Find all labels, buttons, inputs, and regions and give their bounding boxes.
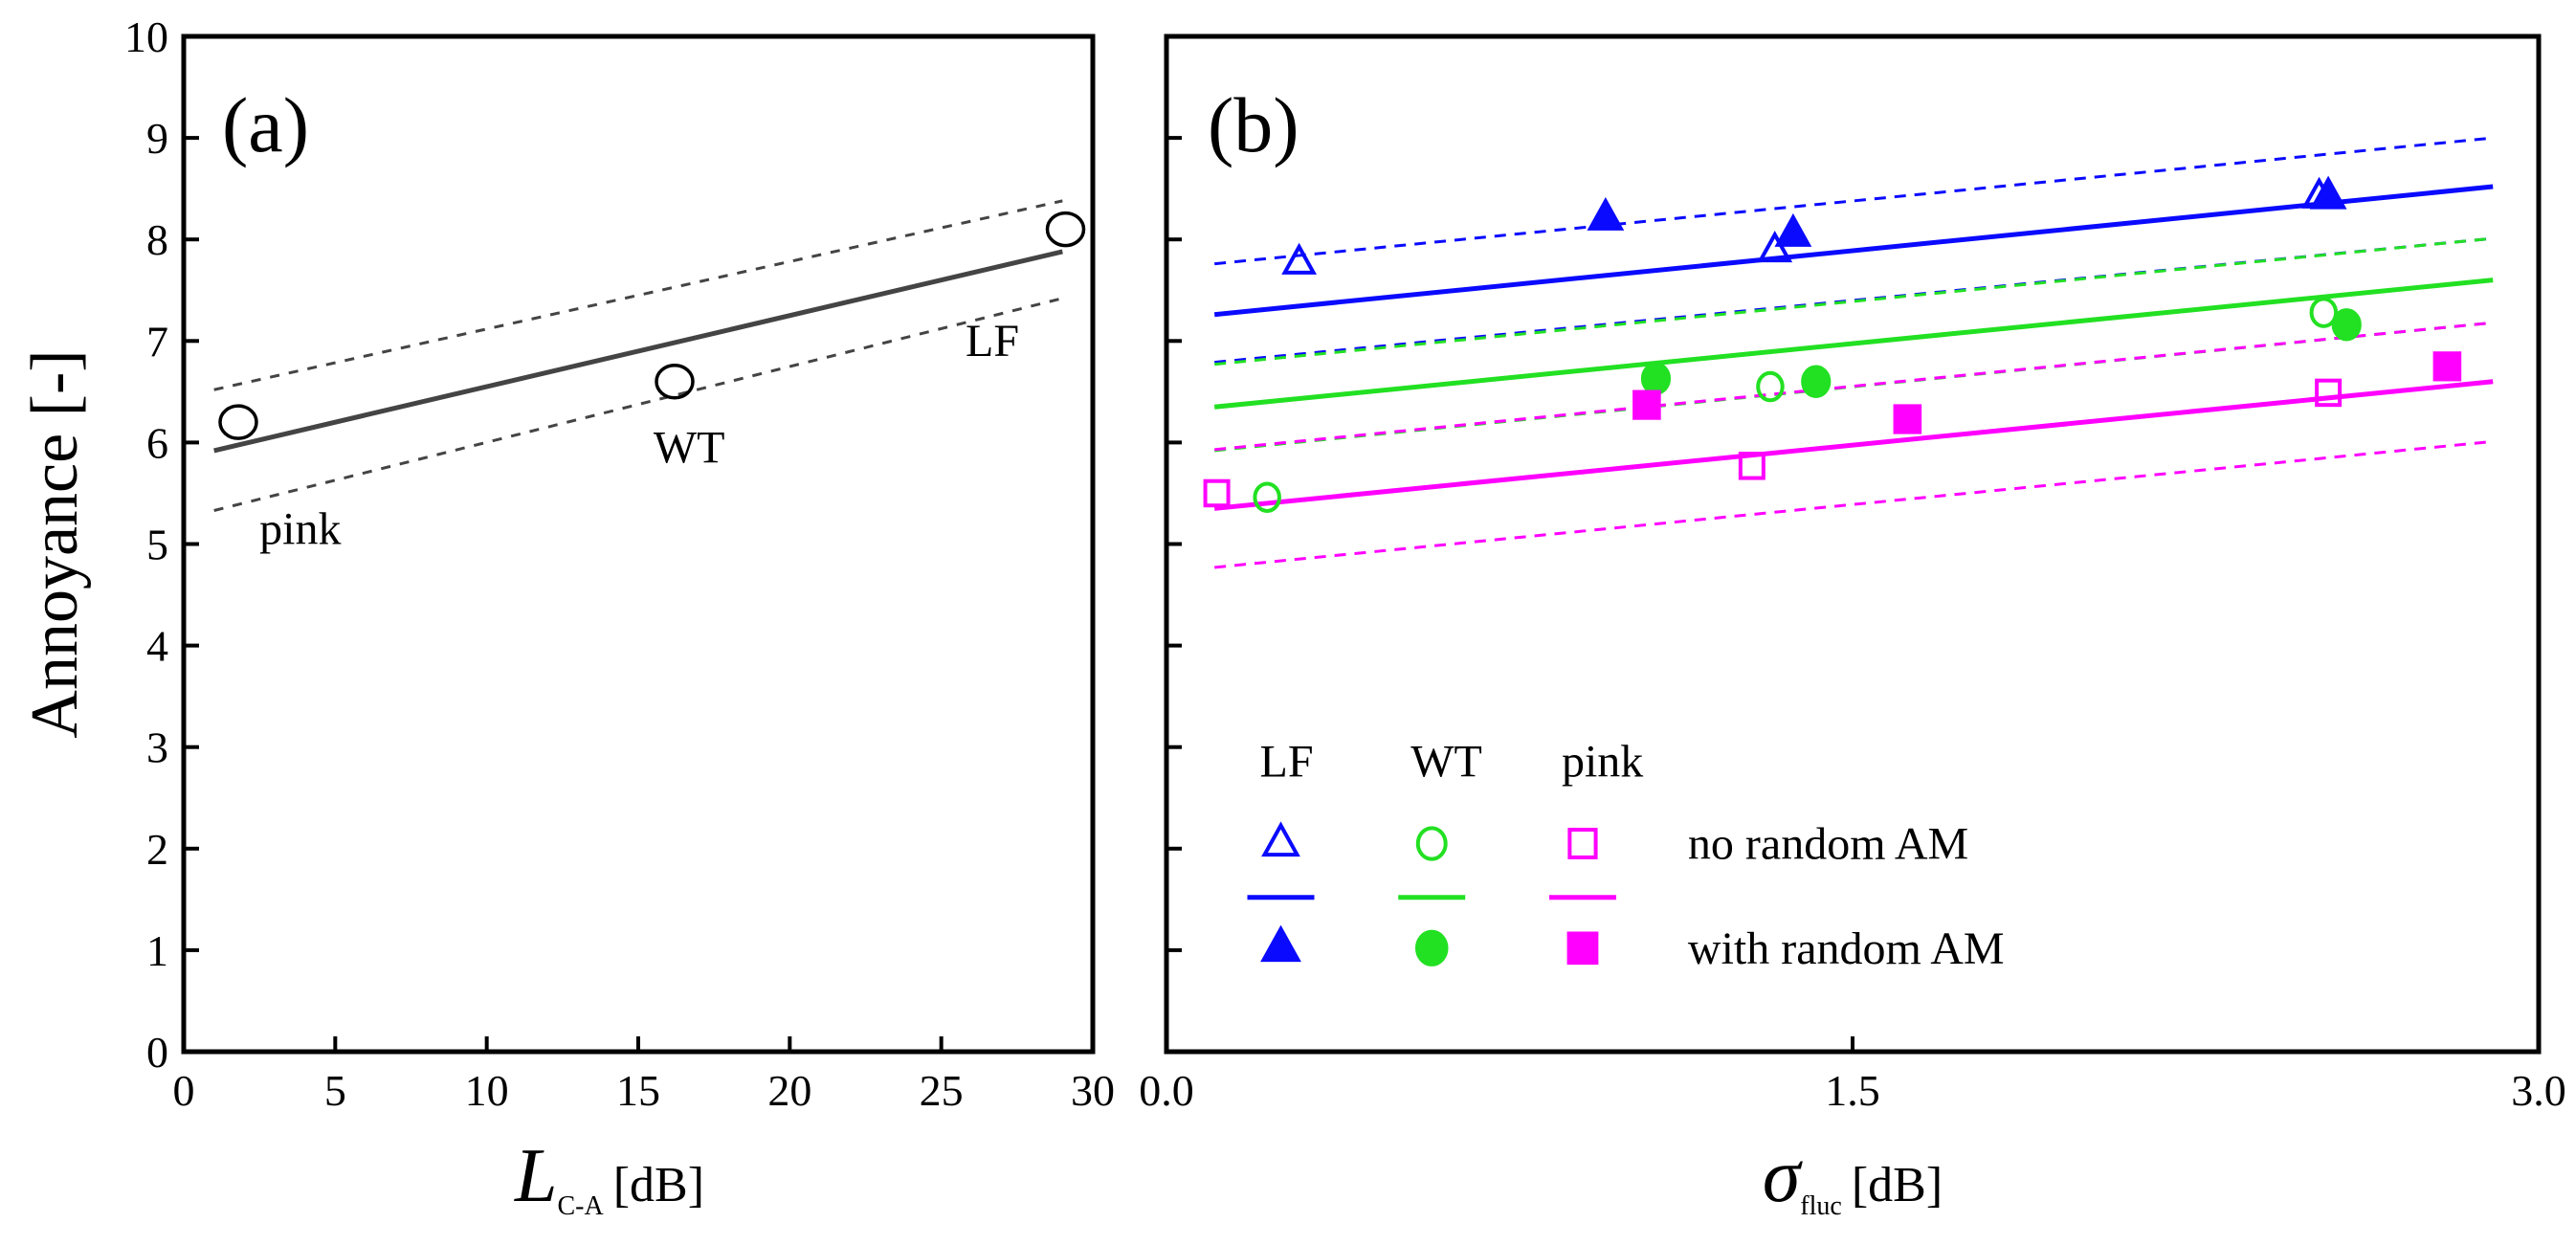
x-axis-title-unit: [dB] xyxy=(1852,1158,1943,1212)
wt-with-random-am-point xyxy=(2331,308,2362,342)
lf-with-random-am-point xyxy=(1774,212,1812,247)
y-axis-title: Annoyance [-] xyxy=(18,349,92,738)
y-tick-label: 0 xyxy=(146,1028,168,1077)
x-tick-label: 25 xyxy=(920,1066,964,1115)
legend-pink-no-random-am-marker xyxy=(1567,828,1598,859)
x-axis-title-main: L xyxy=(514,1134,558,1218)
legend-header-wt: WT xyxy=(1410,737,1482,788)
x-axis-title: LC-A [dB] xyxy=(514,1134,704,1221)
x-tick-label: 15 xyxy=(616,1066,660,1115)
y-tick-label: 2 xyxy=(146,825,168,874)
pink-no-random-am-point xyxy=(1738,452,1765,480)
confidence-lower-line xyxy=(213,297,1063,512)
legend-pink-with-random-am-marker xyxy=(1566,931,1599,966)
x-tick-label: 20 xyxy=(767,1066,811,1115)
legend-row-with-random-am: with random AM xyxy=(1688,923,2005,974)
x-tick-label: 5 xyxy=(324,1066,346,1115)
x-axis-title-sub: C-A xyxy=(557,1191,604,1221)
point-label-wt: WT xyxy=(654,423,725,474)
y-tick-label: 1 xyxy=(146,926,168,975)
wt-confidence-upper-line xyxy=(1214,236,2494,367)
y-tick-label: 10 xyxy=(124,12,168,61)
legend-header-lf: LF xyxy=(1260,737,1314,788)
confidence-upper-line xyxy=(213,199,1063,391)
legend-wt-no-random-am-marker xyxy=(1415,826,1448,861)
x-tick-label: 30 xyxy=(1071,1066,1115,1115)
y-tick-label: 3 xyxy=(146,723,168,772)
pink-confidence-lower-line xyxy=(1214,439,2494,569)
panel-a: 0 5 10 15 20 25 30 0 1 2 3 4 5 6 7 8 9 10 pink WT LF (a) Annoy… xyxy=(18,12,1115,1221)
panel-label: (a) xyxy=(222,81,309,168)
lf-confidence-upper-line xyxy=(1214,136,2494,266)
legend-row-no-random-am: no random AM xyxy=(1688,818,1968,869)
y-tick-label: 9 xyxy=(146,114,168,163)
x-tick-label: 3.0 xyxy=(2511,1066,2566,1115)
legend-wt-with-random-am-marker xyxy=(1414,929,1449,967)
panel-label: (b) xyxy=(1208,81,1299,168)
y-tick-label: 5 xyxy=(146,521,168,569)
x-tick-label: 1.5 xyxy=(1825,1066,1880,1115)
wt-with-random-am-point xyxy=(1640,362,1672,395)
x-tick-label: 0 xyxy=(173,1066,195,1115)
legend-lf-no-random-am-marker xyxy=(1261,821,1300,857)
pink-regression-line xyxy=(1213,379,2494,511)
lf-no-random-am-point xyxy=(1757,231,1793,263)
x-axis-title: σfluc [dB] xyxy=(1763,1134,1943,1221)
y-tick-label: 6 xyxy=(146,418,168,467)
regression-line xyxy=(213,249,1063,454)
wt-with-random-am-point xyxy=(1801,365,1832,398)
pink-with-random-am-point xyxy=(1893,404,1922,434)
pink-no-random-am-point xyxy=(1203,478,1231,508)
data-point-pink xyxy=(218,404,258,440)
x-tick-label: 10 xyxy=(465,1066,509,1115)
point-label-pink: pink xyxy=(259,504,341,555)
lf-with-random-am-point xyxy=(1587,196,1625,231)
point-label-lf: LF xyxy=(966,316,1019,367)
x-axis-title-unit: [dB] xyxy=(613,1158,704,1212)
pink-no-random-am-point xyxy=(2315,378,2343,408)
lf-no-random-am-point xyxy=(1281,242,1318,275)
panel-b: 0.0 1.5 3.0 LF WT pink no random AM with random… xyxy=(1139,33,2566,1221)
wt-regression-line xyxy=(1213,278,2494,410)
y-tick-label: 7 xyxy=(146,317,168,366)
pink-with-random-am-point xyxy=(2432,351,2462,382)
legend-header-pink: pink xyxy=(1562,737,1643,788)
wt-no-random-am-point xyxy=(1253,481,1281,513)
x-tick-label: 0.0 xyxy=(1139,1066,1194,1115)
wt-no-random-am-point xyxy=(1756,370,1785,403)
y-tick-label: 4 xyxy=(146,622,168,671)
y-tick-label: 8 xyxy=(146,215,168,264)
data-point-wt xyxy=(655,363,695,400)
wt-no-random-am-point xyxy=(2309,297,2339,328)
lf-with-random-am-point xyxy=(2309,175,2347,210)
x-axis-title-sub: fluc xyxy=(1800,1191,1842,1221)
pink-with-random-am-point xyxy=(1632,389,1661,420)
data-point-lf xyxy=(1045,211,1086,248)
pink-confidence-upper-line xyxy=(1214,321,2494,452)
x-axis-title-main: σ xyxy=(1763,1134,1803,1218)
lf-regression-line xyxy=(1213,184,2494,318)
legend-lf-with-random-am-marker xyxy=(1260,924,1301,963)
